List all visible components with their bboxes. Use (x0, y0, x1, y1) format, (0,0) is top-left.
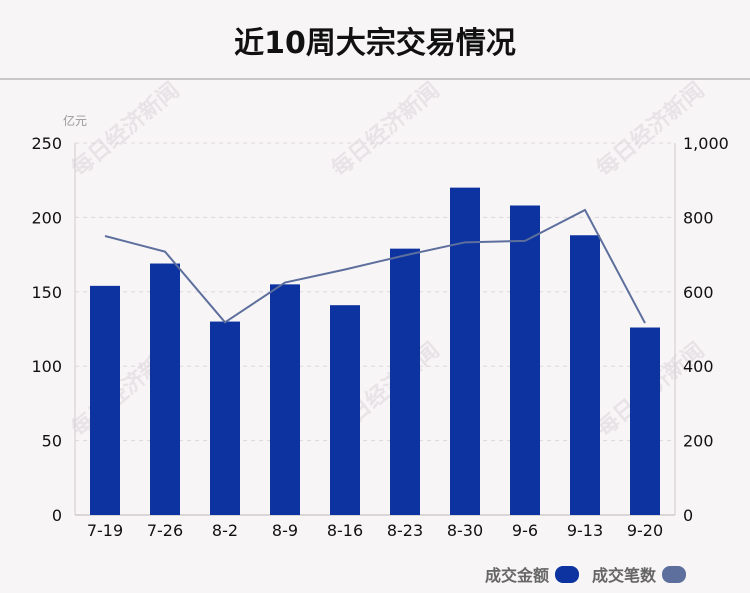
y-left-tick-label: 200 (31, 208, 62, 227)
bar-9-20 (630, 327, 660, 515)
legend-item-amount[interactable]: 成交金额 (485, 563, 580, 585)
title-bar: 近10周大宗交易情况 (0, 0, 750, 80)
y-left-tick-label: 50 (42, 432, 62, 451)
y-left-tick-label: 0 (52, 506, 62, 525)
x-tick-label: 8-16 (327, 521, 363, 540)
watermark-1: 每日经济新闻 (327, 77, 445, 182)
x-tick-label: 9-13 (567, 521, 603, 540)
y-left-tick-label: 150 (31, 283, 62, 302)
y-right-tick-label: 1,000 (683, 134, 729, 153)
x-tick-label: 9-20 (627, 521, 663, 540)
y-right-tick-label: 0 (683, 506, 693, 525)
bar-8-9 (270, 284, 300, 515)
chart-title: 近10周大宗交易情况 (234, 26, 516, 61)
y-right-tick-label: 200 (683, 432, 714, 451)
bar-9-13 (570, 235, 600, 516)
x-tick-label: 7-26 (147, 521, 183, 540)
bar-8-16 (330, 305, 360, 515)
bar-7-26 (150, 263, 180, 515)
y-right-tick-label: 400 (683, 357, 714, 376)
watermark-0: 每日经济新闻 (67, 77, 185, 182)
bar-8-23 (390, 248, 420, 515)
line-series-count (104, 208, 646, 324)
y-left-tick-label: 100 (31, 357, 62, 376)
x-tick-label: 8-2 (212, 521, 238, 540)
legend-swatch-count (662, 565, 687, 583)
x-tick-label: 9-6 (512, 521, 538, 540)
x-tick-label: 8-9 (272, 521, 298, 540)
x-tick-label: 7-19 (87, 521, 123, 540)
bar-9-6 (510, 205, 540, 515)
y-unit-label: 亿元 (63, 113, 87, 128)
legend-swatch-amount (555, 565, 580, 583)
bar-8-2 (210, 321, 240, 515)
y-right-tick-label: 800 (683, 208, 714, 227)
y-left-tick-label: 250 (31, 134, 62, 153)
bar-8-30 (450, 187, 480, 515)
watermark-2: 每日经济新闻 (592, 77, 710, 182)
legend-label-count: 成交笔数 (592, 566, 657, 585)
x-tick-label: 8-23 (387, 521, 423, 540)
legend-item-count[interactable]: 成交笔数 (592, 563, 687, 585)
y-right-tick-label: 600 (683, 283, 714, 302)
legend-label-amount: 成交金额 (485, 566, 550, 585)
bar-7-19 (90, 285, 120, 515)
x-tick-label: 8-30 (447, 521, 483, 540)
